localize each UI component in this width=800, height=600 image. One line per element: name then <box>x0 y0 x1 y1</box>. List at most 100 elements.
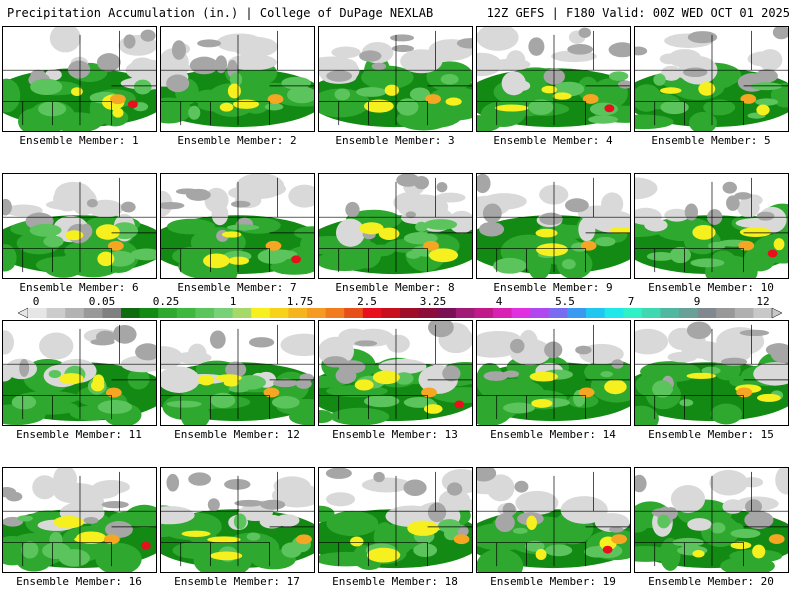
precip-area-heavy <box>535 548 547 560</box>
state-borders <box>319 177 472 273</box>
ensemble-member-label: Ensemble Member: 12 <box>174 428 300 441</box>
trace-area <box>726 195 740 211</box>
trace-area <box>161 346 184 370</box>
precip-area <box>503 402 535 414</box>
trace-area <box>248 337 275 348</box>
precip-map <box>3 27 156 131</box>
trace-area <box>19 358 30 377</box>
precip-area-heavy <box>552 92 572 100</box>
trace-area <box>608 42 630 58</box>
trace-area <box>686 321 712 340</box>
precip-area <box>210 392 236 409</box>
trace-area <box>560 496 608 524</box>
precip-map <box>477 468 630 572</box>
scale-tick-label: 9 <box>693 295 701 308</box>
ensemble-member-label: Ensemble Member: 6 <box>19 281 139 294</box>
precip-area <box>415 221 428 232</box>
precip-area-heavy <box>423 240 439 251</box>
precip-area <box>710 522 726 534</box>
scale-swatch <box>325 308 345 318</box>
precip-area <box>29 223 62 237</box>
trace-area <box>601 192 624 216</box>
precip-area <box>48 369 62 379</box>
trace-area <box>670 485 706 513</box>
trace-area <box>668 49 702 68</box>
precip-area <box>281 542 302 558</box>
precip-area <box>351 241 382 269</box>
scale-swatch <box>623 308 643 318</box>
scale-swatch <box>567 308 587 318</box>
precip-area <box>545 544 573 557</box>
trace-area <box>413 175 430 190</box>
state-borders <box>319 30 472 126</box>
trace-area <box>39 332 74 360</box>
state-borders <box>477 177 630 273</box>
trace-area <box>3 198 12 216</box>
precip-area-heavy <box>221 231 242 238</box>
state-borders <box>635 177 788 273</box>
color-scale-bar <box>17 307 783 319</box>
precip-max <box>604 104 615 113</box>
precip-area <box>528 99 554 115</box>
precip-area-heavy <box>233 99 260 109</box>
state-borders <box>3 177 156 273</box>
precip-area-heavy <box>578 387 595 398</box>
ensemble-member-label: Ensemble Member: 2 <box>177 134 297 147</box>
ensemble-member-label: Ensemble Member: 19 <box>490 575 616 588</box>
precip-area-heavy <box>608 227 630 234</box>
scale-tick-label: 2.5 <box>357 295 377 308</box>
scale-swatch <box>139 308 159 318</box>
scale-swatch <box>28 308 48 318</box>
trace-area <box>477 174 491 194</box>
precip-area <box>588 115 619 124</box>
trace-area <box>140 29 156 42</box>
state-borders <box>635 471 788 567</box>
precip-map <box>161 174 314 278</box>
scale-swatch <box>65 308 85 318</box>
precip-map <box>319 27 472 131</box>
trace-area <box>3 486 17 498</box>
state-borders <box>161 471 314 567</box>
trace-area <box>166 473 180 492</box>
model-run-info: 12Z GEFS | F180 Valid: 00Z WED OCT 01 20… <box>486 6 790 20</box>
precip-area-heavy <box>428 248 459 263</box>
trace-area <box>326 70 352 82</box>
precip-area-heavy <box>495 104 529 112</box>
trace-area <box>227 54 277 71</box>
precip-area-heavy <box>267 94 284 104</box>
precip-area <box>608 71 629 81</box>
trace-area <box>259 514 285 529</box>
precip-area-heavy <box>350 536 364 547</box>
precip-area-heavy <box>698 82 716 96</box>
precip-map <box>635 174 788 278</box>
precip-area <box>262 249 298 260</box>
precip-area <box>710 403 743 425</box>
trace-area <box>209 330 226 349</box>
precip-area <box>21 541 39 559</box>
ensemble-member-map <box>2 173 157 279</box>
ensemble-member-label: Ensemble Member: 9 <box>493 281 613 294</box>
precip-area-heavy <box>90 380 105 392</box>
scale-swatch <box>586 308 606 318</box>
trace-area <box>272 378 298 388</box>
precip-area <box>679 399 694 407</box>
trace-area <box>215 55 228 74</box>
trace-area <box>231 200 251 208</box>
precip-area-heavy <box>453 534 470 545</box>
trace-area <box>687 31 718 44</box>
trace-area <box>235 179 287 198</box>
trace-area <box>427 502 447 523</box>
precip-area-heavy <box>296 534 312 545</box>
scale-swatch <box>679 308 699 318</box>
trace-area <box>667 351 698 363</box>
trace-area <box>709 469 748 496</box>
trace-area <box>683 67 708 78</box>
precip-map <box>477 174 630 278</box>
precip-area <box>635 510 651 533</box>
precip-area <box>246 532 261 541</box>
precip-area-heavy <box>425 94 442 104</box>
state-borders <box>635 324 788 420</box>
precip-area <box>17 515 33 522</box>
precip-color-scale: 0 0.05 0.25 1 1.75 2.5 3.25 4 5.5 7 9 12 <box>0 295 800 319</box>
scale-swatch <box>362 308 382 318</box>
